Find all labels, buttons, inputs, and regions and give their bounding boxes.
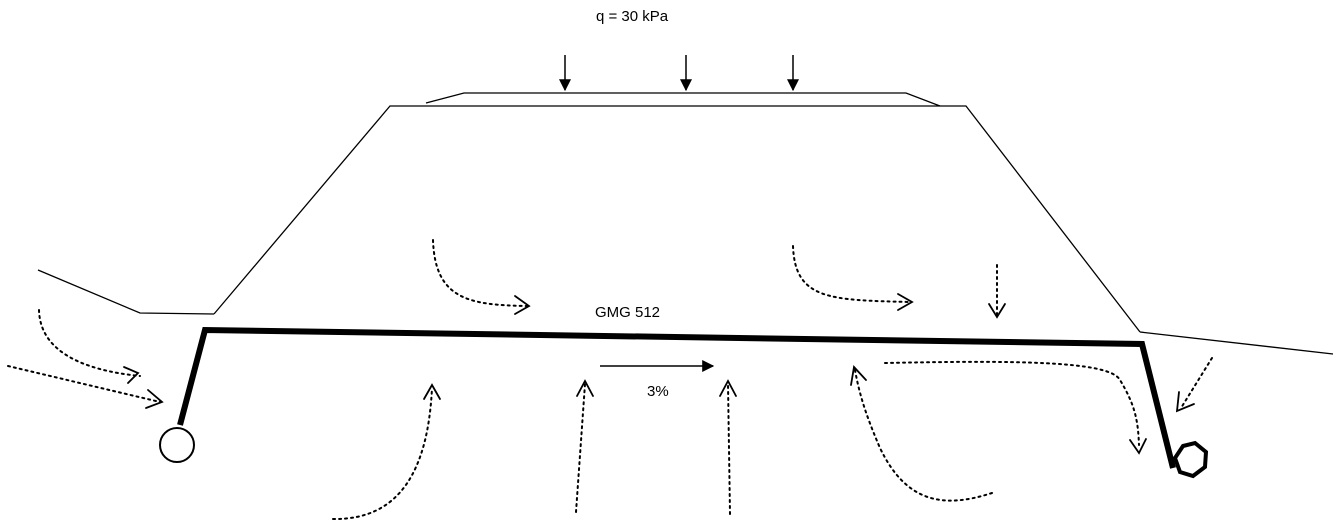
arrow-head [423,383,441,400]
flow-arrow [1180,357,1213,409]
arrow-head [897,293,914,311]
geogrid-drain-layer [177,326,1176,469]
arrow-head [145,389,164,409]
slope-label: 3% [647,383,669,400]
embankment-outline [213,105,1141,333]
arrow-head [850,365,867,386]
geogrid-label: GMG 512 [595,304,660,321]
flow-arrow [38,309,141,377]
flow-arrow [727,383,731,515]
flow-arrow [332,387,433,521]
arrow-head [719,379,737,397]
surcharge-pad [425,92,941,107]
load-label: q = 30 kPa [596,8,669,25]
arrow-head [576,379,594,397]
arrow-head [123,366,140,384]
flow-arrow [792,245,911,303]
left-drain-pipe [159,427,195,463]
arrow-head [1175,391,1195,413]
flow-arrow [854,369,993,502]
flow-arrow [575,383,586,513]
arrow-head [514,295,531,315]
load-arrows [559,55,799,92]
ground-right [1139,331,1334,355]
right-drain-pipe [1172,440,1209,479]
flow-arrow [884,360,1140,446]
arrow-head [988,303,1006,319]
ground-left [37,269,215,315]
arrow-head [1129,438,1147,455]
flow-arrows [7,239,1213,521]
flow-arrow [7,365,161,403]
flow-arrow [432,239,528,307]
